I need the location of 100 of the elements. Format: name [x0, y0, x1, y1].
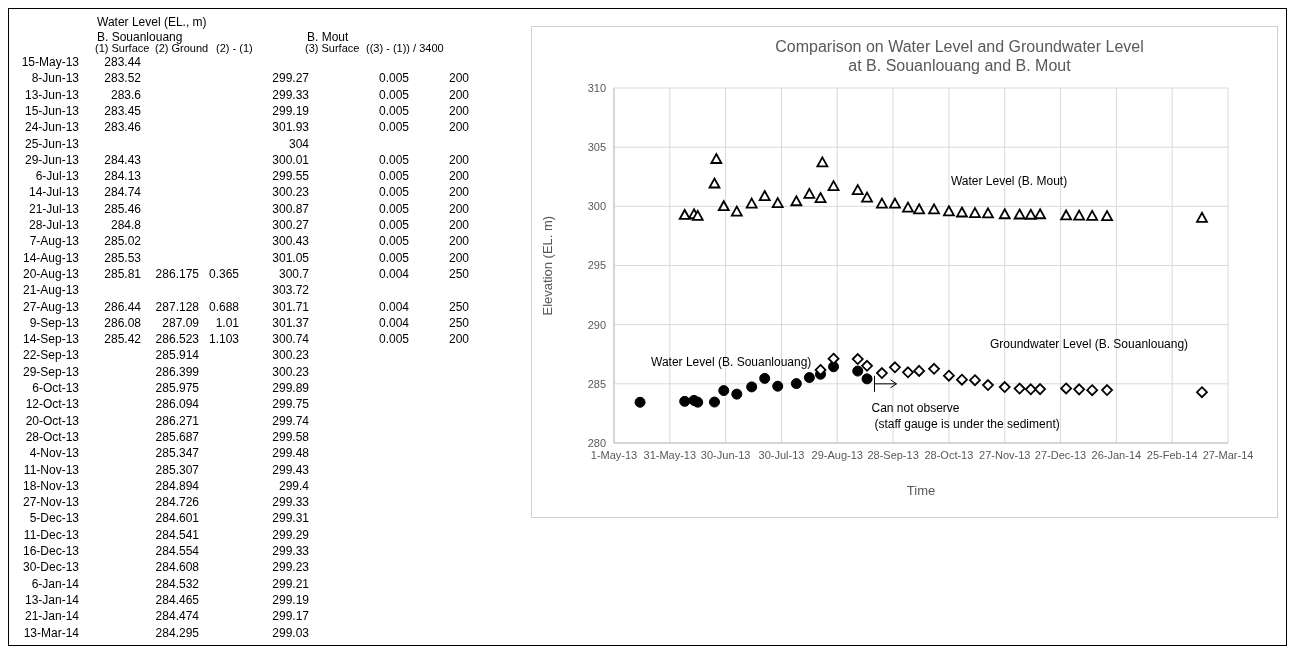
data-label: 284.465	[154, 592, 199, 607]
x-tick-label: 27-Nov-13	[979, 448, 1031, 461]
category-label: 13-Jun-13	[23, 87, 79, 102]
point	[913, 203, 926, 215]
data-label: 0.005	[377, 250, 409, 265]
point	[876, 197, 888, 209]
data-label: 284.726	[154, 495, 199, 510]
data-label: 299.43	[271, 462, 309, 477]
data-label: 0.005	[377, 120, 409, 135]
data-label: 299.33	[271, 495, 309, 510]
point	[746, 381, 758, 393]
data-label: 200	[447, 103, 469, 118]
data-label: 285.347	[154, 446, 199, 461]
point	[678, 209, 691, 220]
category-label: 6-Jul-13	[34, 169, 79, 184]
data-label: 300.87	[271, 201, 309, 216]
data-label: 283.44	[103, 55, 141, 69]
category-label: 13-Mar-14	[22, 625, 79, 640]
point	[717, 200, 730, 212]
point	[758, 190, 771, 201]
point	[731, 388, 743, 400]
text: ((3) - (1)) / 3400	[366, 42, 444, 55]
category-label: 25-Jun-13	[23, 136, 79, 151]
data-label: 0.005	[377, 71, 409, 86]
point	[913, 364, 926, 377]
point	[710, 153, 723, 164]
data-label: 300.01	[271, 152, 309, 167]
data-label: 0.005	[377, 169, 409, 184]
x-tick-label: 26-Jan-14	[1091, 448, 1142, 461]
data-label: 301.05	[271, 250, 309, 265]
data-label: 301.93	[271, 120, 309, 135]
category-label: 29-Jun-13	[23, 152, 79, 167]
data-label: 299.21	[271, 576, 309, 591]
data-label: 304	[287, 136, 309, 151]
data-label: 285.81	[103, 266, 141, 281]
data-label: 200	[447, 332, 469, 347]
data-label: 0.005	[377, 218, 409, 232]
data-label: 299.33	[271, 87, 309, 102]
point	[861, 359, 873, 372]
category-label: 6-Oct-13	[31, 381, 79, 395]
point	[851, 353, 864, 365]
data-label: 0.005	[377, 332, 409, 347]
data-label: 200	[447, 250, 469, 265]
category-label: 20-Oct-13	[24, 413, 79, 428]
category-label: 14-Aug-13	[21, 250, 79, 265]
data-label: 284.13	[103, 169, 141, 184]
category-label: 12-Oct-13	[24, 397, 79, 412]
data-label: 200	[447, 152, 469, 167]
y-tick-label: 285	[587, 377, 606, 390]
data-label: 299.17	[271, 609, 309, 624]
point	[1196, 386, 1208, 399]
text: Water Level (EL., m)	[97, 15, 207, 29]
point	[1034, 208, 1046, 220]
point	[998, 381, 1011, 393]
category-label: 24-Jun-13	[23, 120, 79, 135]
data-label: 286.399	[154, 364, 199, 379]
data-label: 250	[447, 266, 469, 281]
x-tick-label: 27-Dec-13	[1034, 448, 1087, 461]
y-tick-label: 280	[587, 436, 606, 449]
data-label: 299.55	[271, 169, 309, 184]
data-label: 284.295	[154, 625, 199, 640]
point	[982, 207, 994, 219]
point	[708, 177, 721, 189]
data-label: 284.894	[154, 478, 199, 493]
data-label: 0.005	[377, 103, 409, 118]
data-label: 287.128	[154, 299, 199, 314]
point	[956, 206, 968, 218]
data-label: 0.688	[208, 299, 239, 314]
point	[691, 210, 704, 221]
data-label: 283.45	[103, 103, 141, 118]
point	[679, 395, 691, 407]
data-label: 284.541	[154, 527, 199, 542]
category-label: 27-Nov-13	[21, 495, 79, 510]
y-axis-title: Elevation (EL. m)	[539, 215, 555, 316]
y-tick-label: 300	[587, 200, 606, 213]
x-axis-title: Time	[905, 483, 937, 498]
data-label: 300.74	[271, 332, 309, 347]
data-label: 284.8	[109, 218, 141, 232]
point	[1034, 383, 1046, 396]
data-label: 250	[447, 299, 469, 314]
series-label: Water Level (B. Mout)	[950, 174, 1068, 189]
point	[1086, 384, 1099, 397]
data-label: 285.687	[154, 429, 199, 444]
x-tick-label: 27-Mar-14	[1202, 448, 1254, 461]
category-label: 28-Jul-13	[27, 218, 79, 232]
point	[790, 378, 802, 390]
data-label: 286.08	[103, 315, 141, 330]
data-label: 285.53	[103, 250, 141, 265]
category-label: 14-Sep-13	[21, 332, 79, 347]
data-label: 286.094	[154, 397, 199, 412]
point	[1060, 382, 1073, 395]
data-label: 299.74	[271, 413, 309, 428]
point	[851, 184, 864, 196]
data-label: 200	[447, 185, 469, 200]
data-label: 0.005	[377, 201, 409, 216]
data-label: 200	[447, 234, 469, 249]
series-label: Water Level (B. Souanlouang)	[651, 354, 812, 369]
point	[1086, 210, 1099, 221]
y-tick-label: 290	[587, 318, 606, 331]
data-label: 0.005	[377, 185, 409, 200]
